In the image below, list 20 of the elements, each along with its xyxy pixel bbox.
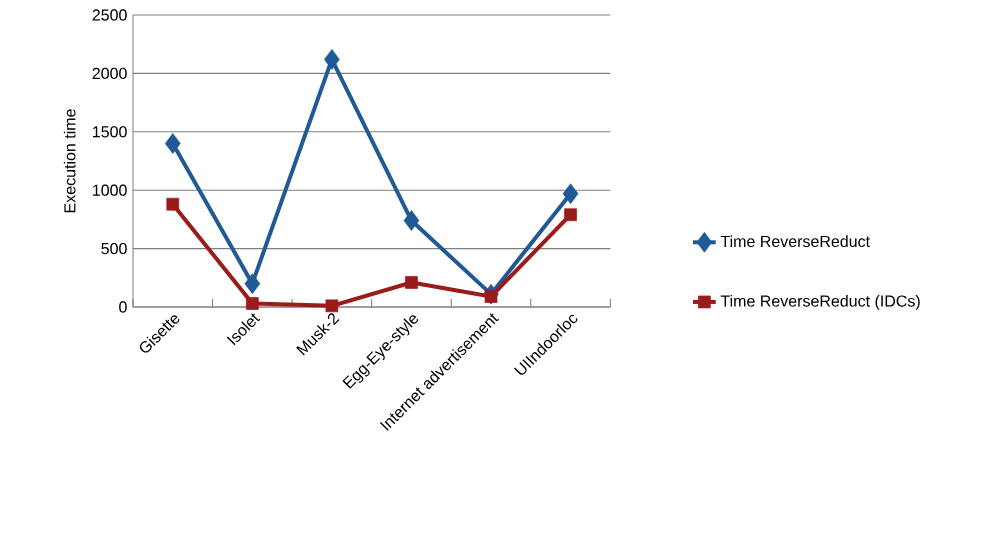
- point: [246, 297, 259, 310]
- point: [405, 276, 418, 289]
- legend-label: Time ReverseReduct (IDCs): [720, 294, 920, 310]
- y-tick-label: 500: [101, 242, 127, 255]
- y-tick-label: 2500: [92, 9, 127, 21]
- point: [484, 290, 498, 303]
- point: [244, 273, 261, 294]
- y-axis-title: Execution time: [63, 109, 76, 213]
- point: [166, 197, 180, 211]
- y-tick-label: 1500: [93, 126, 127, 138]
- point: [324, 49, 340, 70]
- point: [564, 208, 577, 222]
- y-tick-label: 2000: [92, 67, 127, 80]
- point: [403, 210, 420, 231]
- point: [164, 133, 181, 154]
- point: [562, 183, 579, 205]
- point: [325, 299, 339, 313]
- y-tick-label: 1000: [93, 184, 127, 196]
- y-tick-label: 0: [119, 301, 127, 313]
- legend-label: Time ReverseReduct: [720, 235, 870, 248]
